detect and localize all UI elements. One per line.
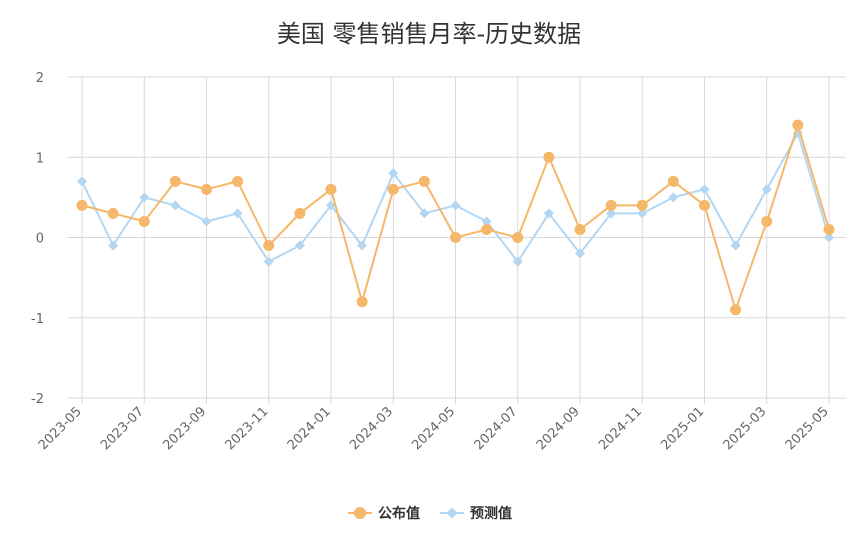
x-tick-label: 2025-03 (721, 404, 770, 453)
x-tick-label: 2024-11 (596, 404, 645, 453)
legend-item-forecast[interactable]: 预测值 (440, 505, 512, 522)
x-tick-label: 2024-07 (472, 404, 521, 453)
data-point-published[interactable] (512, 232, 524, 243)
data-point-published[interactable] (325, 183, 337, 195)
data-point-forecast[interactable] (201, 216, 212, 227)
x-tick-label: 2024-03 (347, 404, 396, 453)
data-point-published[interactable] (667, 175, 679, 187)
data-point-forecast[interactable] (139, 192, 150, 203)
data-point-published[interactable] (481, 223, 493, 235)
data-point-published[interactable] (761, 215, 773, 227)
data-point-forecast[interactable] (543, 208, 554, 219)
data-point-published[interactable] (76, 199, 88, 211)
data-point-forecast[interactable] (481, 216, 492, 227)
data-point-forecast[interactable] (699, 184, 710, 195)
legend: 公布值 预测值 (348, 505, 512, 522)
data-point-published[interactable] (169, 175, 181, 187)
chart-title: 美国 零售销售月率-历史数据 (276, 20, 582, 48)
data-point-published[interactable] (730, 304, 742, 316)
data-point-forecast[interactable] (824, 232, 834, 243)
x-tick-label: 2023-11 (223, 404, 272, 453)
x-tick-label: 2023-09 (160, 404, 209, 453)
data-point-forecast[interactable] (606, 208, 617, 219)
data-point-forecast[interactable] (668, 192, 679, 203)
data-point-forecast[interactable] (77, 176, 87, 187)
data-point-forecast[interactable] (761, 184, 772, 195)
data-point-forecast[interactable] (108, 240, 119, 251)
data-point-published[interactable] (107, 207, 119, 219)
data-point-published[interactable] (201, 183, 212, 195)
data-point-published[interactable] (699, 199, 710, 211)
series-layer (76, 119, 835, 316)
legend-label: 公布值 (378, 505, 420, 522)
data-point-forecast[interactable] (294, 240, 305, 251)
legend-marker (446, 507, 458, 519)
data-point-forecast[interactable] (357, 240, 368, 251)
data-point-published[interactable] (263, 240, 275, 252)
data-point-published[interactable] (232, 175, 244, 187)
data-point-forecast[interactable] (575, 248, 585, 259)
data-point-published[interactable] (605, 199, 617, 211)
legend-marker (354, 507, 366, 519)
data-point-published[interactable] (138, 215, 150, 227)
data-point-published[interactable] (294, 207, 306, 219)
y-tick-label: 1 (36, 151, 44, 166)
data-point-forecast[interactable] (388, 168, 399, 179)
data-point-forecast[interactable] (263, 256, 274, 267)
data-point-forecast[interactable] (326, 200, 336, 211)
legend-label: 预测值 (470, 505, 512, 522)
data-point-forecast[interactable] (450, 200, 461, 211)
data-point-published[interactable] (823, 223, 835, 235)
x-tick-label: 2024-01 (285, 404, 334, 453)
data-point-forecast[interactable] (170, 200, 181, 211)
data-point-forecast[interactable] (512, 256, 523, 267)
y-tick-label: 0 (36, 232, 44, 247)
data-point-forecast[interactable] (637, 208, 648, 219)
x-tick-label: 2025-01 (658, 404, 707, 453)
legend-item-published[interactable]: 公布值 (348, 505, 420, 522)
data-point-published[interactable] (356, 296, 368, 308)
data-point-forecast[interactable] (232, 208, 243, 219)
y-tick-label: -1 (31, 312, 44, 327)
data-point-published[interactable] (387, 183, 399, 195)
x-tick-label: 2024-05 (409, 404, 458, 453)
data-point-published[interactable] (636, 199, 648, 211)
data-point-forecast[interactable] (419, 208, 430, 219)
data-point-published[interactable] (418, 175, 430, 187)
data-point-published[interactable] (792, 119, 804, 131)
y-tick-label: 2 (36, 71, 44, 86)
data-point-published[interactable] (450, 232, 461, 243)
data-point-published[interactable] (543, 151, 555, 163)
data-point-forecast[interactable] (730, 240, 741, 251)
x-tick-label: 2023-05 (36, 404, 85, 453)
data-point-published[interactable] (574, 223, 586, 235)
x-tick-label: 2023-07 (98, 404, 147, 453)
y-tick-label: -2 (31, 392, 44, 407)
x-tick-label: 2025-05 (783, 404, 832, 453)
x-tick-label: 2024-09 (534, 404, 583, 453)
